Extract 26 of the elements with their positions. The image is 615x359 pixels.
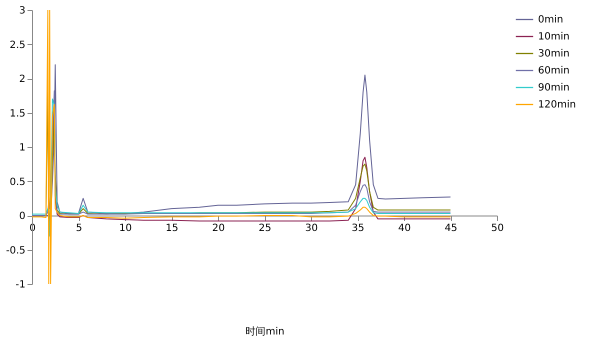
x-axis-title: 时间min (246, 326, 284, 338)
legend-label: 10min (538, 32, 570, 42)
y-tick-label: 3 (19, 6, 26, 16)
legend-label: 60min (538, 66, 570, 76)
y-tick-label: 1 (19, 142, 26, 154)
legend-label: 30min (538, 48, 570, 60)
x-tick-label: 25 (258, 223, 272, 234)
x-tick-label: 40 (398, 223, 411, 234)
y-tick-label: 0 (19, 211, 26, 222)
legend-label: 90min (538, 82, 570, 94)
y-tick-label: 2.5 (10, 40, 26, 51)
y-tick-label: 1.5 (10, 108, 26, 120)
x-tick-label: 35 (352, 223, 364, 234)
legend-label: 0min (538, 14, 564, 26)
x-tick-label: 5 (76, 223, 82, 234)
y-tick-label: -1 (16, 280, 26, 290)
y-tick-label: 2 (19, 74, 26, 85)
x-tick-label: 20 (212, 223, 225, 234)
x-tick-label: 10 (119, 223, 132, 234)
x-tick-label: 45 (444, 223, 458, 234)
legend-label: 120min (538, 100, 576, 110)
x-tick-label: 15 (166, 223, 178, 234)
y-tick-label: -0.5 (6, 245, 26, 256)
y-tick-label: 0.5 (10, 176, 26, 188)
x-tick-label: 50 (491, 223, 504, 234)
x-tick-label: 30 (305, 223, 318, 234)
